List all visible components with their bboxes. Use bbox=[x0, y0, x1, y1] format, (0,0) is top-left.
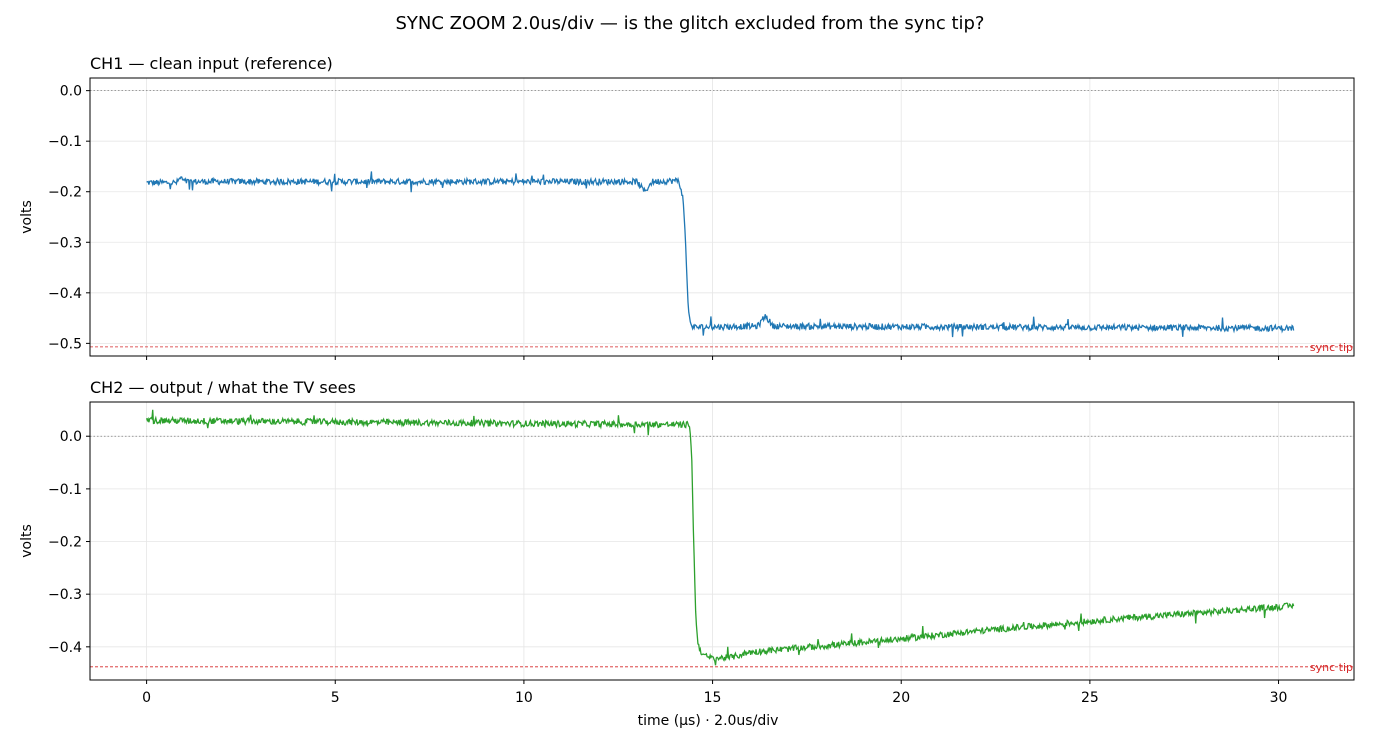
ch1-panel: sync tip 0.0 −0.1 −0.2 −0.3 −0.4 −0.5 CH1 — cle… bbox=[19, 54, 1355, 360]
x-tick-label: 20 bbox=[892, 690, 910, 706]
y-tick-label: 0.0 bbox=[60, 84, 82, 100]
series-trace-0 bbox=[145, 409, 1295, 666]
sync-tip-label: sync tip bbox=[1310, 341, 1353, 354]
y-tick-label: −0.1 bbox=[48, 134, 82, 150]
x-tick-label: 0 bbox=[142, 690, 151, 706]
x-tick-label: 15 bbox=[704, 690, 722, 706]
y-tick-label: 0.0 bbox=[60, 429, 82, 445]
x-axis-label: time (µs) · 2.0us/div bbox=[638, 713, 779, 729]
x-tick-label: 10 bbox=[515, 690, 533, 706]
panel-title: CH1 — clean input (reference) bbox=[90, 54, 333, 73]
figure-title: SYNC ZOOM 2.0us/div — is the glitch excl… bbox=[396, 13, 985, 34]
y-axis-label: volts bbox=[19, 200, 35, 234]
y-tick-label: −0.4 bbox=[48, 286, 82, 302]
y-tick-label: −0.1 bbox=[48, 482, 82, 498]
x-tick-label: 25 bbox=[1081, 690, 1099, 706]
plot-frame bbox=[89, 401, 1355, 681]
y-tick-label: −0.3 bbox=[48, 587, 82, 603]
y-axis-label: volts bbox=[19, 524, 35, 558]
y-tick-label: −0.4 bbox=[48, 640, 82, 656]
series-trace-0 bbox=[146, 171, 1295, 338]
ch2-panel: sync tip 0.0 −0.1 −0.2 −0.3 −0.4 0 5 10 15 20 25 30 C… bbox=[19, 378, 1355, 729]
y-tick-label: −0.2 bbox=[48, 535, 82, 551]
y-tick-label: −0.5 bbox=[48, 336, 82, 352]
x-tick-label: 5 bbox=[331, 690, 340, 706]
sync-tip-label: sync tip bbox=[1310, 661, 1353, 674]
plot-frame bbox=[89, 77, 1355, 357]
panel-title: CH2 — output / what the TV sees bbox=[90, 378, 356, 397]
x-tick-label: 30 bbox=[1270, 690, 1288, 706]
y-tick-label: −0.3 bbox=[48, 235, 82, 251]
y-tick-label: −0.2 bbox=[48, 185, 82, 201]
